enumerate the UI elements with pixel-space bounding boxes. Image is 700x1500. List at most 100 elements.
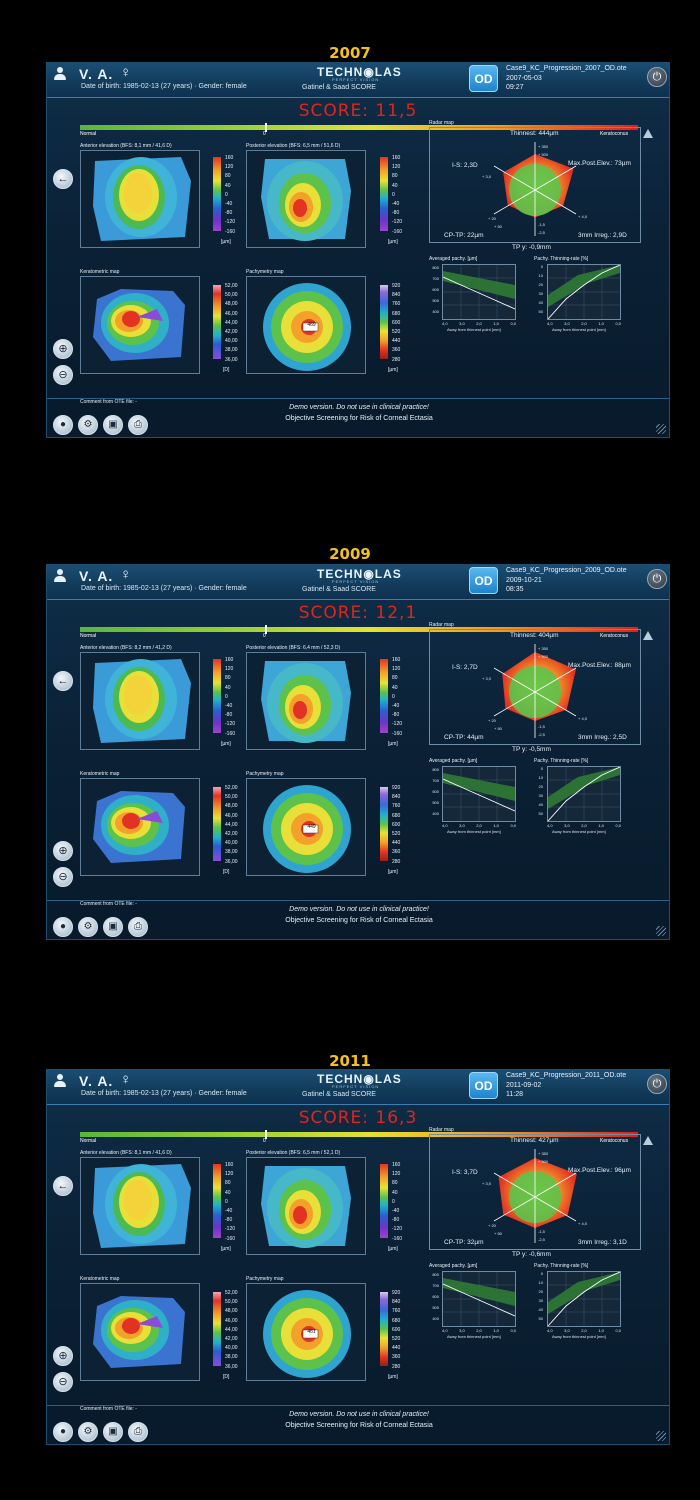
thinning-graph[interactable] (547, 264, 621, 320)
back-arrow-icon[interactable]: ← (53, 1176, 73, 1196)
user-icon[interactable] (53, 1074, 67, 1088)
zoom-in-icon[interactable]: ⊕ (53, 1346, 73, 1366)
kera-unit: [D] (223, 869, 230, 875)
thinning-xlabel: Away from thinnest point [mm] (552, 829, 606, 834)
radar-tick: + 20 (488, 1223, 496, 1228)
scale-zero-label: 0 (263, 131, 266, 137)
thinning-title: Pachy. Thinning-rate [%] (534, 256, 589, 262)
thinnest-point-value: 461 (307, 1329, 316, 1335)
patient-icon[interactable]: ● (53, 1422, 73, 1442)
print-icon[interactable]: ⎙ (128, 917, 148, 937)
radar-tick: + 350 (538, 646, 549, 651)
eye-badge[interactable]: OD (469, 1072, 498, 1099)
posterior-colorbar (380, 157, 388, 231)
anterior-elevation-map[interactable] (80, 150, 200, 248)
pachymetry-map[interactable]: 449 (246, 778, 366, 876)
save-disk-icon[interactable]: ▣ (103, 415, 123, 435)
anterior-ticks: 160 120 80 40 0 -40 -80 -120 -160 (225, 1162, 236, 1242)
resize-grip-icon[interactable] (656, 926, 666, 936)
avg-pachy-graph[interactable] (442, 766, 516, 822)
thinning-xticks: 4,0 3,0 2,0 1,0 0,0 (547, 1328, 621, 1333)
keratometric-map[interactable] (80, 276, 200, 374)
radar-map[interactable]: Thinnest: 427µm I-S: 3,7D Max.Post.Elev.… (429, 1134, 641, 1250)
kera-title: Keratometric map (80, 771, 120, 777)
patient-dob: Date of birth: 1985-02-13 (27 years) · G… (81, 1090, 247, 1097)
posterior-elevation-map[interactable] (246, 652, 366, 750)
pachy-ticks: 920 840 760 680 600 520 440 360 280 (392, 283, 401, 363)
settings-gear-icon[interactable]: ⚙ (78, 1422, 98, 1442)
back-arrow-icon[interactable]: ← (53, 671, 73, 691)
exam-date: 2009-10-21 (506, 577, 542, 584)
patient-icon[interactable]: ● (53, 415, 73, 435)
radar-map[interactable]: Thinnest: 404µm I-S: 2,7D Max.Post.Elev.… (429, 629, 641, 745)
header-bar: V. A. ♀ Date of birth: 1985-02-13 (27 ye… (47, 63, 669, 98)
print-icon[interactable]: ⎙ (128, 415, 148, 435)
user-icon[interactable] (53, 67, 67, 81)
pachy-unit: [µm] (388, 367, 398, 373)
radar-tick: -1,5 (538, 222, 545, 227)
radar-tpy: TP y: -0,6mm (512, 1251, 551, 1258)
radar-irreg: 3mm Irreg.: 2,9D (578, 232, 627, 239)
posterior-ticks: 160 120 80 40 0 -40 -80 -120 -160 (392, 1162, 403, 1242)
avg-pachy-xlabel: Away from thinnest point [mm] (447, 1334, 501, 1339)
back-arrow-icon[interactable]: ← (53, 169, 73, 189)
radar-tick: + 350 (538, 1151, 549, 1156)
zoom-in-icon[interactable]: ⊕ (53, 841, 73, 861)
exam-year: 2011 (329, 1052, 371, 1070)
save-disk-icon[interactable]: ▣ (103, 917, 123, 937)
technolas-logo: TECHN◉LAS (317, 1072, 402, 1086)
radar-map[interactable]: Thinnest: 444µm I-S: 2,3D Max.Post.Elev.… (429, 127, 641, 243)
radar-is: I-S: 2,7D (452, 664, 478, 671)
score-value: SCORE: 12,1 (298, 603, 418, 623)
avg-pachy-xticks: 4,0 3,0 2,0 1,0 0,0 (442, 321, 516, 326)
posterior-elevation-map[interactable] (246, 1157, 366, 1255)
zoom-out-icon[interactable]: ⊖ (53, 1372, 73, 1392)
scale-keratoconus-label: Keratoconus (600, 633, 629, 639)
patient-icon[interactable]: ● (53, 917, 73, 937)
keratometric-map[interactable] (80, 778, 200, 876)
triangle-icon[interactable] (643, 1136, 653, 1145)
settings-gear-icon[interactable]: ⚙ (78, 415, 98, 435)
posterior-unit: [µm] (388, 239, 398, 245)
keratometric-map[interactable] (80, 1283, 200, 1381)
exam-year: 2009 (329, 545, 371, 563)
kera-unit: [D] (223, 1374, 230, 1380)
settings-gear-icon[interactable]: ⚙ (78, 917, 98, 937)
triangle-icon[interactable] (643, 631, 653, 640)
thinning-graph[interactable] (547, 766, 621, 822)
footer-divider (47, 398, 669, 399)
zoom-out-icon[interactable]: ⊖ (53, 867, 73, 887)
pachymetry-map[interactable]: 469 (246, 276, 366, 374)
female-icon: ♀ (120, 64, 132, 81)
logo-tagline: PERFECT VISION (332, 77, 380, 82)
eye-badge[interactable]: OD (469, 567, 498, 594)
resize-grip-icon[interactable] (656, 424, 666, 434)
zoom-out-icon[interactable]: ⊖ (53, 365, 73, 385)
anterior-elevation-map[interactable] (80, 652, 200, 750)
eye-badge[interactable]: OD (469, 65, 498, 92)
power-icon[interactable]: ⏻ (647, 569, 667, 589)
thinning-graph[interactable] (547, 1271, 621, 1327)
user-icon[interactable] (53, 569, 67, 583)
zoom-in-icon[interactable]: ⊕ (53, 339, 73, 359)
avg-pachy-graph[interactable] (442, 1271, 516, 1327)
save-disk-icon[interactable]: ▣ (103, 1422, 123, 1442)
avg-pachy-graph[interactable] (442, 264, 516, 320)
print-icon[interactable]: ⎙ (128, 1422, 148, 1442)
power-icon[interactable]: ⏻ (647, 67, 667, 87)
pachy-colorbar (380, 285, 388, 359)
resize-grip-icon[interactable] (656, 1431, 666, 1441)
triangle-icon[interactable] (643, 129, 653, 138)
score-scale (80, 625, 638, 634)
posterior-elevation-map[interactable] (246, 150, 366, 248)
objective-caption: Objective Screening for Risk of Corneal … (285, 917, 433, 924)
radar-tick: + 50 (494, 726, 502, 731)
pachy-colorbar (380, 1292, 388, 1366)
power-icon[interactable]: ⏻ (647, 1074, 667, 1094)
thinning-yticks: 0 10 20 30 40 50 (538, 1271, 543, 1321)
pachymetry-map[interactable]: 461 (246, 1283, 366, 1381)
radar-cptp: CP-TP: 22µm (444, 232, 484, 239)
anterior-elevation-map[interactable] (80, 1157, 200, 1255)
radar-maxpost: Max.Post.Elev.: 73µm (568, 160, 631, 167)
comment-label: Comment from OTE file: - (80, 399, 137, 405)
